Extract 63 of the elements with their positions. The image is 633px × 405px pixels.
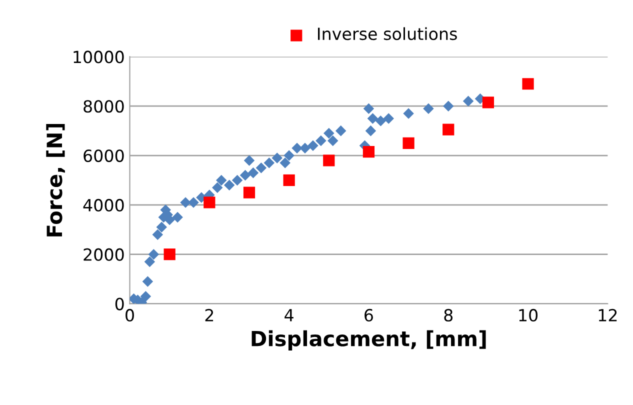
point [156,222,168,233]
point [328,135,338,146]
point [324,128,334,139]
point [256,162,267,174]
x-tick-label: 10 [519,308,538,322]
point [180,197,191,208]
point [362,146,375,158]
point [316,135,326,146]
point [188,197,199,208]
y-tick-label: 8000 [84,100,124,113]
x-tick-label: 12 [598,308,617,322]
point [292,142,302,154]
point [442,100,454,112]
point [140,290,152,302]
point [284,150,294,161]
point [142,276,154,287]
point [272,152,282,164]
point [164,248,176,260]
y-tick-label: 4000 [83,198,124,212]
point [152,229,164,240]
point [280,158,290,168]
x-axis-title: Displacement, [mm] [252,330,486,350]
x-tick-label: 6 [364,308,373,322]
x-tick-label: 4 [284,309,294,322]
point [367,113,378,124]
point [323,154,335,166]
point [335,125,346,136]
point [308,140,318,152]
point [365,125,376,136]
point [172,212,183,223]
point [224,180,235,191]
x-tick-label: 2 [205,308,214,322]
point [283,174,295,186]
y-tick-label: 2000 [84,248,124,261]
y-tick-label: 10000 [74,50,124,64]
y-axis-title: Force, [N] [46,124,65,236]
x-tick-label: 0 [126,308,134,322]
point [402,137,414,149]
point [216,174,227,186]
point [232,174,243,186]
point [264,158,275,168]
point [248,167,259,178]
point [244,155,255,166]
point [403,108,414,119]
point [482,96,494,108]
legend-label: Inverse solutions [318,27,457,40]
y-tick-label: 6000 [84,149,124,162]
point [144,256,156,268]
point [204,196,216,208]
x-tick-label: 8 [444,308,453,322]
point [375,116,386,126]
point [243,186,256,198]
point [363,103,374,114]
point [522,78,534,90]
point [240,170,251,181]
point [383,113,394,124]
point [423,103,434,114]
point [300,142,310,154]
point [442,124,454,136]
point [462,96,474,107]
point [148,248,160,260]
point [212,182,223,194]
y-tick-label: 0 [115,298,124,310]
